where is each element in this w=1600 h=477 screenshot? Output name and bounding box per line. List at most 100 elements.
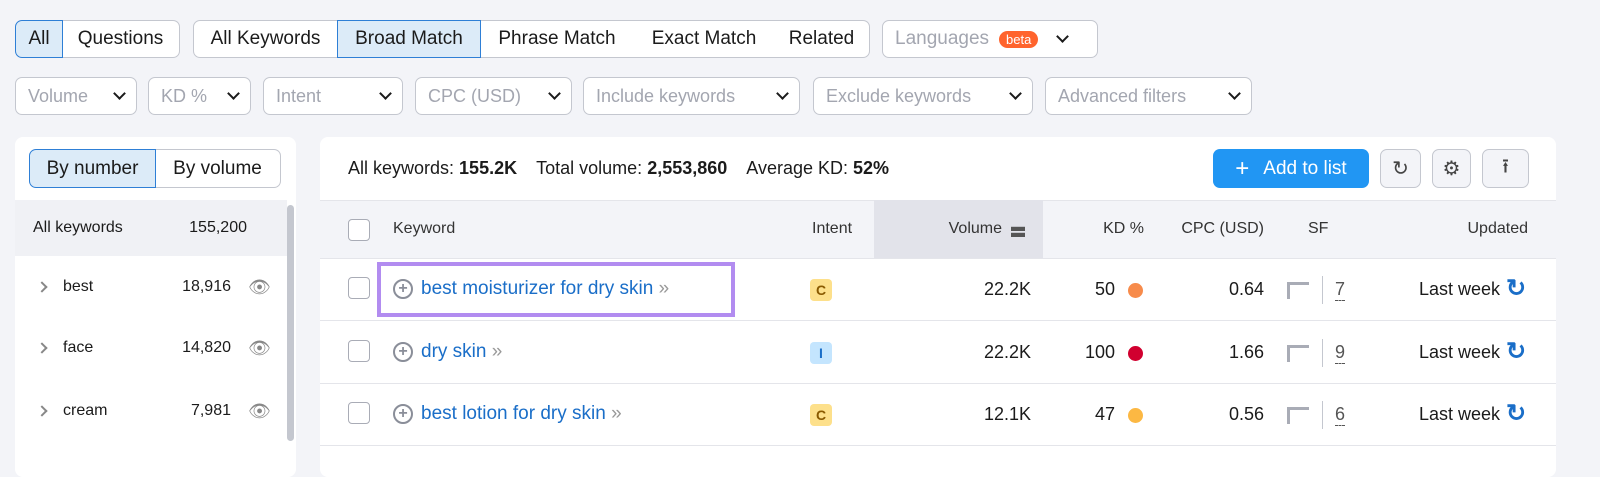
header-cpc[interactable]: CPC (USD) [1181,220,1264,237]
serp-features-icon[interactable] [1287,407,1309,424]
row-checkbox[interactable] [348,277,370,299]
updated-value: Last week [1418,404,1500,424]
eye-icon[interactable]: 👁 [248,400,271,421]
intent-badge: C [810,279,832,301]
tab-all-keywords[interactable]: All Keywords [193,20,338,58]
chevron-right-icon [36,342,48,354]
refresh-icon[interactable]: ↻ [1506,338,1527,365]
table-row [320,383,1556,445]
divider [1322,339,1323,367]
all-keywords-stat-value: 155.2K [459,158,518,178]
chevron-down-icon [776,87,789,100]
by-number-toggle[interactable]: By number [29,149,156,188]
select-all-checkbox[interactable] [348,219,370,241]
group-count: 7,981 [190,402,231,419]
cpc-filter-label: CPC (USD) [428,85,521,106]
intent-filter-label: Intent [276,85,322,106]
languages-label: Languages [895,28,990,49]
chevron-down-icon [113,87,126,100]
group-item[interactable]: cream 7,981 👁 [15,383,287,439]
keyword-link[interactable]: best moisturizer for dry skin » [421,278,670,299]
all-keywords-count: 155,200 [189,219,247,236]
advanced-filters[interactable]: Advanced filters [1045,77,1252,115]
all-keywords-stat-label: All keywords: [348,158,455,178]
cpc-value: 1.66 [1228,342,1264,362]
header-volume[interactable]: Volume [948,220,1002,237]
updated-value: Last week [1418,342,1500,362]
beta-badge: beta [999,30,1039,48]
tab-related[interactable]: Related [774,20,870,58]
keyword-link[interactable]: best lotion for dry skin » [421,403,622,424]
row-checkbox[interactable] [348,402,370,424]
refresh-icon[interactable]: ↻ [1506,275,1527,302]
intent-badge: I [810,342,832,364]
serp-features-count[interactable]: 7 [1335,279,1346,301]
kd-value: 47 [1094,404,1115,424]
intent-filter[interactable]: Intent [263,77,403,115]
eye-icon[interactable]: 👁 [248,276,271,297]
serp-features-icon[interactable] [1287,345,1309,362]
updated-value: Last week [1418,279,1500,299]
serp-features-count[interactable]: 6 [1335,404,1346,426]
exclude-keywords-filter[interactable]: Exclude keywords [813,77,1033,115]
serp-features-icon[interactable] [1287,282,1309,299]
keyword-link[interactable]: dry skin » [421,341,503,362]
filter-questions[interactable]: Questions [62,20,180,58]
add-keyword-icon[interactable]: + [393,279,413,299]
average-kd-label: Average KD: [746,158,849,178]
volume-value: 22.2K [983,342,1031,362]
serp-features-count[interactable]: 9 [1335,342,1346,364]
chevron-down-icon [227,87,240,100]
add-keyword-icon[interactable]: + [393,404,413,424]
tab-phrase-match[interactable]: Phrase Match [480,20,635,58]
group-label: best [63,278,94,295]
kd-value: 100 [1084,342,1115,362]
header-kd[interactable]: KD % [1103,220,1144,237]
refresh-icon[interactable]: ↻ [1506,400,1527,427]
header-keyword[interactable]: Keyword [393,220,456,237]
header-sf[interactable]: SF [1308,220,1329,237]
divider [1322,401,1323,429]
total-volume-label: Total volume: [536,158,643,178]
table-row [320,258,1556,320]
divider [1322,276,1323,304]
add-keyword-icon[interactable]: + [393,342,413,362]
include-keywords-filter[interactable]: Include keywords [583,77,800,115]
upload-icon: ⭱ [1502,155,1509,178]
chevron-down-icon [1056,30,1070,43]
volume-filter[interactable]: Volume [15,77,137,115]
add-to-list-button[interactable]: + Add to list [1213,149,1369,188]
sort-icon[interactable]: ▬ ▬ [1011,218,1025,240]
chevron-down-icon [548,87,561,100]
kd-indicator [1128,283,1143,298]
header-updated[interactable]: Updated [1467,220,1529,237]
keyword-highlight-box [377,262,735,317]
tab-broad-match[interactable]: Broad Match [337,20,481,58]
settings-button[interactable]: ⚙ [1432,149,1471,188]
row-checkbox[interactable] [348,340,370,362]
header-intent[interactable]: Intent [812,220,853,237]
tab-exact-match[interactable]: Exact Match [634,20,775,58]
volume-filter-label: Volume [28,85,89,106]
summary-stats: All keywords: 155.2K Total volume: 2,553… [348,158,889,179]
languages-dropdown[interactable]: Languages beta [882,20,1098,58]
chevron-right-icon [36,281,48,293]
cpc-value: 0.64 [1228,279,1264,299]
kd-filter[interactable]: KD % [148,77,251,115]
include-keywords-label: Include keywords [596,85,736,106]
cpc-filter[interactable]: CPC (USD) [415,77,572,115]
export-button[interactable]: ⭱ [1482,149,1529,188]
by-volume-toggle[interactable]: By volume [155,149,281,188]
kd-filter-label: KD % [161,85,208,106]
total-volume-value: 2,553,860 [647,158,728,178]
chevron-down-icon [379,87,392,100]
gear-icon: ⚙ [1442,158,1461,180]
group-item[interactable]: best 18,916 👁 [15,259,287,315]
all-keywords-row[interactable]: All keywords 155,200 [15,200,287,256]
group-item[interactable]: face 14,820 👁 [15,320,287,376]
refresh-button[interactable]: ↻ [1380,149,1421,188]
filter-all[interactable]: All [15,20,63,58]
sidebar-scrollbar[interactable] [287,205,294,441]
eye-icon[interactable]: 👁 [248,337,271,358]
keyword-groups-panel [15,137,296,477]
